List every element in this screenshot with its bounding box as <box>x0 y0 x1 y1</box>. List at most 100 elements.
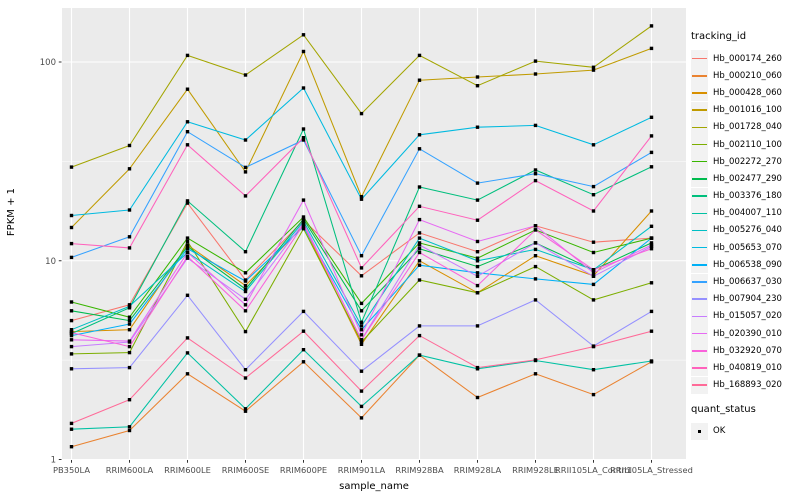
data-point <box>417 247 422 251</box>
data-point <box>649 165 654 169</box>
data-point <box>185 239 190 244</box>
data-point <box>649 150 654 155</box>
data-point <box>69 318 74 323</box>
data-point <box>649 224 654 228</box>
data-point <box>127 235 132 239</box>
data-point <box>185 201 190 205</box>
data-point <box>359 320 364 324</box>
legend-label: Hb_002477_290 <box>713 173 782 184</box>
data-point <box>417 78 422 82</box>
data-point <box>533 298 538 302</box>
x-tick-label: RRIM901LA <box>338 465 386 475</box>
data-point <box>243 279 248 283</box>
data-point <box>185 250 190 255</box>
legend-item-Hb_168893_020: Hb_168893_020 <box>691 376 799 394</box>
legend-label: Hb_003376_180 <box>713 191 782 202</box>
x-tick-label: RRII105LA_Stressed <box>610 465 693 475</box>
data-point <box>533 72 538 76</box>
data-point <box>533 241 538 245</box>
data-point <box>301 222 306 227</box>
legend-key-line-icon <box>692 384 707 386</box>
data-point <box>649 309 654 314</box>
data-point <box>301 198 306 202</box>
data-point <box>69 328 74 332</box>
data-point <box>475 218 480 222</box>
data-point <box>185 244 190 249</box>
data-point <box>591 298 596 302</box>
data-point <box>475 291 480 295</box>
legend-key-line-icon <box>692 212 707 215</box>
data-point <box>475 84 480 88</box>
data-point <box>649 241 654 245</box>
legend-key-line-icon <box>692 246 707 249</box>
data-point <box>417 324 422 328</box>
data-point <box>69 241 74 246</box>
data-point <box>127 339 132 343</box>
legend-key-line-icon <box>692 160 707 163</box>
legend-key-line-icon <box>692 367 707 369</box>
data-point <box>417 204 422 208</box>
legend-label: Hb_032920_070 <box>713 345 782 356</box>
data-point <box>417 185 422 189</box>
data-point <box>301 136 306 140</box>
data-point <box>533 172 538 176</box>
data-point <box>359 338 364 342</box>
legend-item-Hb_006538_090: Hb_006538_090 <box>691 256 799 274</box>
data-point <box>127 167 132 171</box>
legend-key-line-icon <box>692 264 707 266</box>
legend-quant-status: quant_status OK <box>691 403 799 440</box>
data-point <box>185 293 190 297</box>
legend-key-line-icon <box>692 143 707 146</box>
legend-label-ok: OK <box>713 426 726 437</box>
data-point <box>301 309 306 314</box>
legend-label: Hb_004007_110 <box>713 208 782 219</box>
legend-item-Hb_005276_040: Hb_005276_040 <box>691 221 799 239</box>
legend-key-swatch <box>691 359 708 377</box>
data-point <box>533 254 538 258</box>
data-point <box>649 329 654 333</box>
legend-key-ok <box>691 422 708 440</box>
legend-key-swatch <box>691 221 708 239</box>
legend-label: Hb_007904_230 <box>713 294 782 305</box>
data-point <box>533 372 538 376</box>
legend-label: Hb_020390_010 <box>713 328 782 339</box>
data-point <box>185 351 190 355</box>
legend-key-swatch <box>691 136 708 154</box>
data-point <box>475 181 480 185</box>
legend-item-Hb_007904_230: Hb_007904_230 <box>691 290 799 308</box>
data-point <box>359 266 364 270</box>
legend-label: Hb_168893_020 <box>713 380 782 391</box>
data-point <box>649 359 654 363</box>
data-point <box>185 87 190 91</box>
data-point <box>649 247 654 251</box>
x-tick-label: PB350LA <box>53 465 90 475</box>
legend-key-line-icon <box>692 281 707 283</box>
legend-key-line-icon <box>692 315 707 318</box>
data-point <box>649 236 654 240</box>
data-point <box>243 407 248 411</box>
legend-title-quant-status: quant_status <box>691 403 756 415</box>
x-tick-label: RRIM928LE <box>512 465 559 475</box>
data-point <box>591 143 596 147</box>
data-point <box>69 213 74 218</box>
data-point <box>243 303 248 307</box>
data-point <box>533 277 538 281</box>
data-point <box>127 318 132 323</box>
legend-label: Hb_000174_260 <box>713 53 782 64</box>
data-point <box>301 360 306 364</box>
data-point <box>533 358 538 362</box>
legend-item-Hb_020390_010: Hb_020390_010 <box>691 325 799 343</box>
data-point <box>243 138 248 142</box>
data-point <box>533 228 538 232</box>
data-point <box>475 250 480 254</box>
legend-item-Hb_006637_030: Hb_006637_030 <box>691 273 799 291</box>
legend-key-line-icon <box>692 92 707 94</box>
data-point <box>359 342 364 346</box>
data-point <box>243 289 248 294</box>
data-point <box>69 445 74 449</box>
legend-item-Hb_002110_100: Hb_002110_100 <box>691 136 799 154</box>
x-tick-label: RRIM928BA <box>395 465 444 475</box>
legend-key-swatch <box>691 67 708 85</box>
data-point <box>591 344 596 349</box>
data-point <box>649 115 654 119</box>
